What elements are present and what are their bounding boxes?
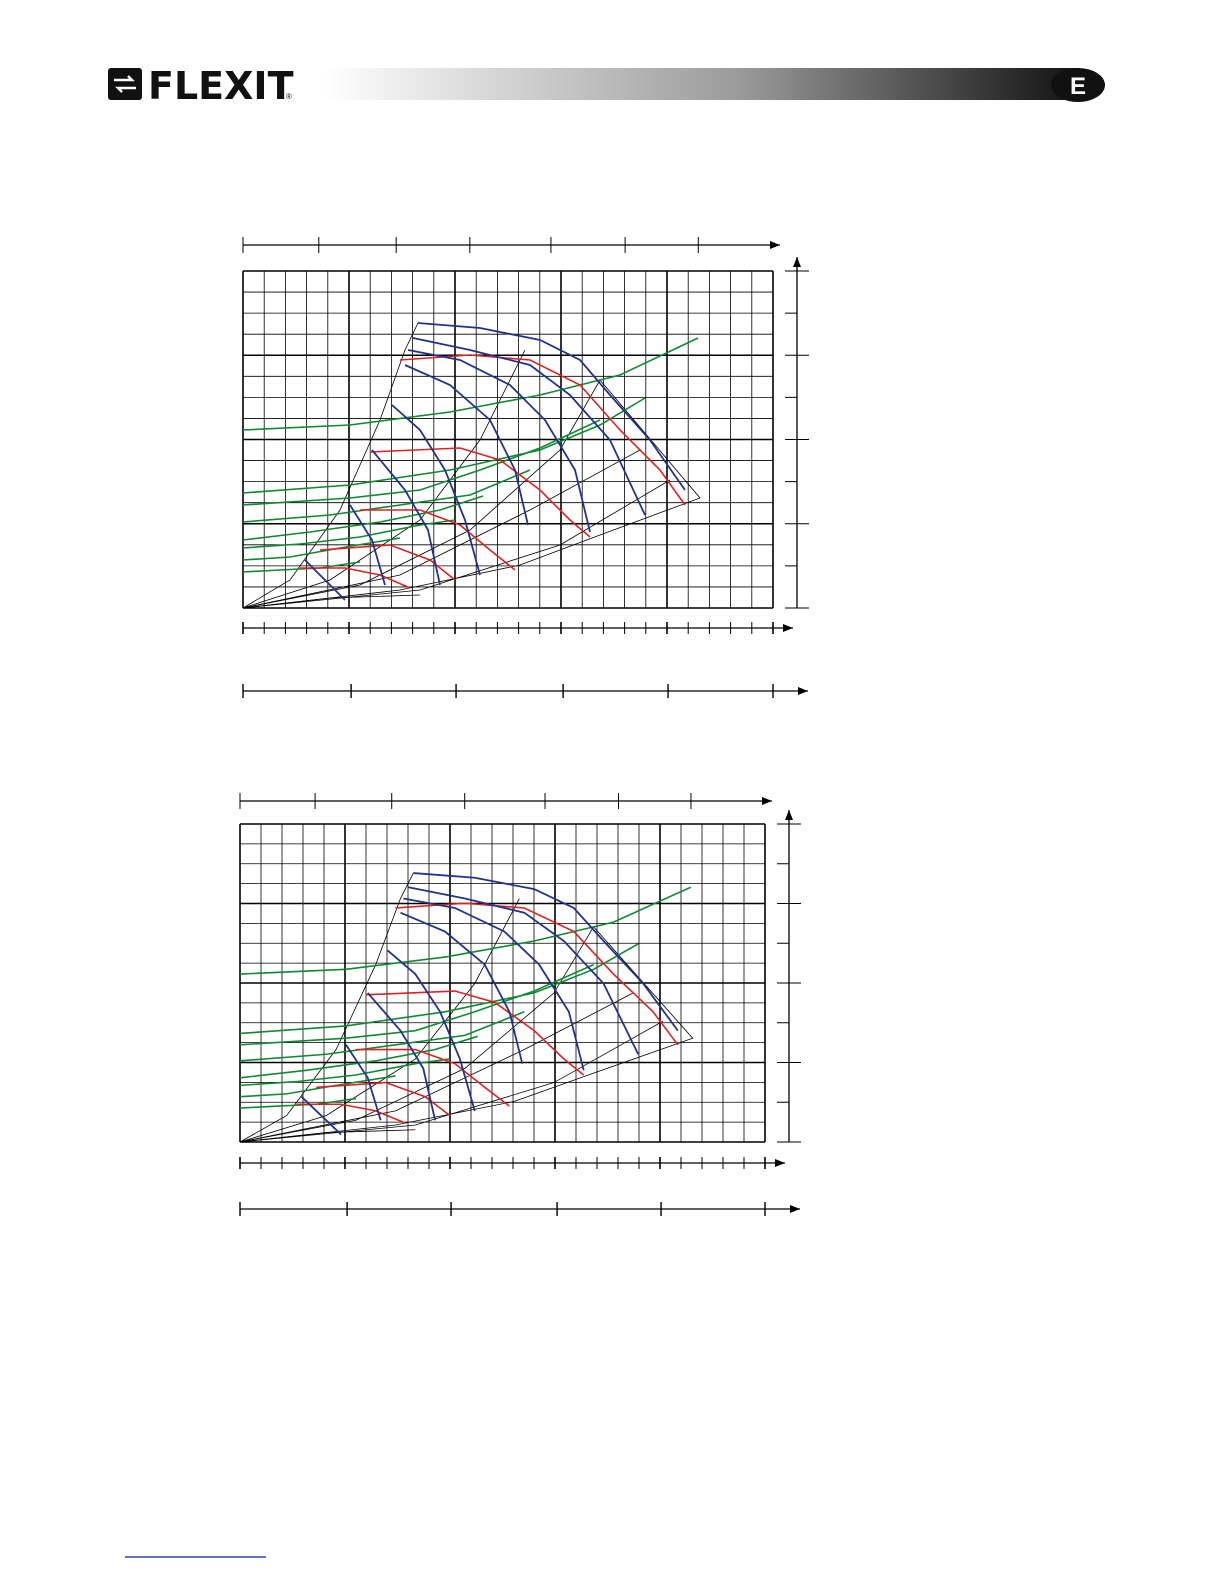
axis-arrow: [785, 810, 793, 820]
axis-arrow: [790, 1205, 800, 1213]
axis-arrow: [783, 624, 793, 632]
efficiency-curve: [395, 902, 679, 1046]
efficiency-curve: [300, 567, 411, 589]
logo-icon: [108, 68, 142, 100]
power-curve: [239, 963, 594, 1046]
power-curve: [242, 561, 361, 573]
power-curve: [239, 1011, 525, 1062]
axis-arrow: [775, 1159, 785, 1167]
power-curve: [239, 1035, 478, 1079]
power-curve: [242, 537, 401, 561]
fan-curve: [413, 872, 679, 1032]
fan-curve: [387, 949, 476, 1112]
power-curve: [242, 519, 456, 549]
efficiency-curve: [355, 1048, 510, 1107]
efficiency-curve: [316, 1081, 451, 1117]
fan-curve: [417, 322, 686, 491]
fan-curve: [404, 364, 529, 526]
system-curve: [239, 898, 520, 1143]
efficiency-curve: [369, 447, 591, 538]
fan-curve: [304, 559, 346, 601]
fan-curve: [367, 992, 437, 1121]
logo-text: FLEXIT: [148, 64, 294, 108]
system-curve: [239, 1129, 416, 1143]
axis-arrow: [798, 687, 808, 695]
registered-mark: ®: [286, 92, 292, 101]
efficiency-curve: [319, 544, 456, 581]
efficiency-curve: [365, 990, 585, 1076]
system-curve: [242, 594, 421, 609]
power-curve: [239, 886, 692, 975]
section-letter: E: [1070, 73, 1086, 100]
logo-arrows: [114, 75, 136, 93]
system-curve: [242, 379, 601, 609]
axis-arrow: [762, 797, 772, 805]
fan-curve: [412, 337, 646, 516]
fan-curve: [349, 504, 386, 586]
efficiency-curve: [399, 354, 686, 506]
system-curve: [239, 872, 414, 1143]
header-bar: [325, 68, 1080, 100]
fan-curve: [400, 911, 524, 1064]
power-curve: [239, 943, 639, 1035]
fan-chart: [242, 237, 809, 698]
system-curve: [242, 379, 701, 609]
power-curve: [239, 1075, 396, 1098]
fan-curve: [403, 897, 585, 1071]
power-curve: [242, 419, 601, 506]
system-curve: [239, 926, 694, 1143]
axis-arrow: [793, 257, 801, 267]
power-curve: [242, 397, 646, 494]
system-curve: [242, 449, 641, 609]
efficiency-curve: [360, 509, 516, 571]
section-badge: [1051, 68, 1105, 102]
system-curve: [242, 349, 526, 609]
header: FLEXIT ® E: [108, 64, 1105, 108]
fan-curve: [371, 449, 441, 586]
fan-curve: [391, 404, 481, 576]
system-curve: [239, 1020, 664, 1143]
fan-curve: [345, 1044, 382, 1121]
power-curve: [242, 469, 531, 523]
system-curve: [239, 926, 594, 1143]
system-curve: [239, 992, 634, 1143]
fan-chart: [239, 793, 801, 1216]
efficiency-curve: [296, 1103, 406, 1124]
power-curve: [239, 1097, 357, 1109]
power-curve: [242, 495, 484, 541]
system-curve: [242, 322, 419, 609]
fan-curve: [300, 1096, 342, 1136]
power-curve: [242, 337, 699, 431]
system-curve: [242, 479, 671, 609]
axis-arrow: [770, 241, 780, 249]
fan-curve: [408, 886, 640, 1055]
fan-curve: [407, 349, 591, 533]
power-curve: [239, 1058, 451, 1087]
